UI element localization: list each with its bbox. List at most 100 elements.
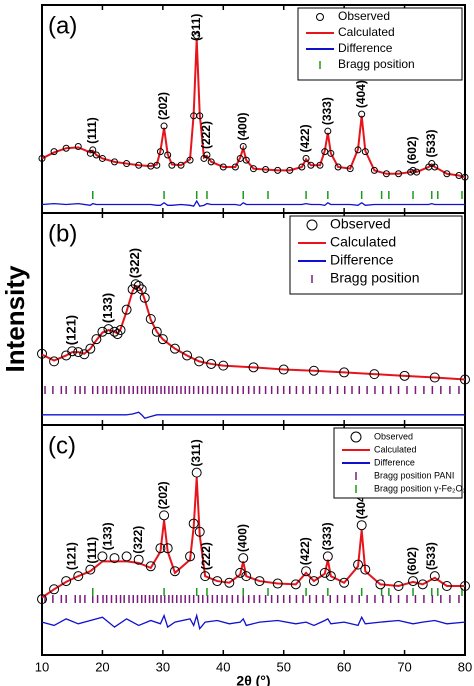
observed-point xyxy=(185,551,196,562)
observed-point xyxy=(200,571,211,582)
observed-point xyxy=(339,577,350,588)
observed-point xyxy=(169,566,180,577)
peak-label: (602) xyxy=(405,547,419,575)
observed-point xyxy=(151,326,162,337)
observed-point xyxy=(322,551,333,562)
observed-point xyxy=(319,567,330,578)
observed-point xyxy=(231,163,239,171)
x-tick-label: 60 xyxy=(337,659,351,674)
observed-point xyxy=(139,292,150,303)
peak-label: (322) xyxy=(131,526,145,554)
observed-point xyxy=(354,146,362,154)
observed-point xyxy=(162,543,173,554)
observed-point xyxy=(203,151,211,159)
observed-point xyxy=(239,143,247,151)
observed-point xyxy=(191,467,202,478)
observed-point xyxy=(194,356,205,367)
observed-point xyxy=(417,579,428,590)
legend-label: Calculated xyxy=(330,234,396,250)
observed-point xyxy=(133,554,144,565)
observed-point xyxy=(188,518,199,529)
peak-label: (333) xyxy=(320,97,334,125)
observed-point xyxy=(109,326,120,337)
observed-point xyxy=(50,148,58,156)
legend-symbol xyxy=(350,431,362,443)
peak-label: (111) xyxy=(85,117,99,144)
peak-label: (400) xyxy=(235,112,249,140)
panel-frame xyxy=(41,424,466,656)
peak-label: (222) xyxy=(199,121,213,149)
observed-point xyxy=(353,559,364,570)
observed-point xyxy=(358,110,366,118)
x-tick-label: 40 xyxy=(216,659,230,674)
observed-point xyxy=(135,161,143,169)
observed-point xyxy=(325,571,336,582)
legend-label: Difference xyxy=(374,457,415,467)
observed-point xyxy=(238,553,249,564)
observed-point xyxy=(89,146,97,154)
observed-point xyxy=(346,165,354,173)
observed-point xyxy=(74,143,82,151)
observed-point xyxy=(369,369,380,380)
panel-title: (b) xyxy=(48,220,77,247)
observed-point xyxy=(85,343,96,354)
legend-label: Observed xyxy=(330,216,391,232)
peak-label: (311) xyxy=(189,14,203,41)
observed-point xyxy=(361,148,369,156)
series-line xyxy=(42,411,465,419)
observed-point xyxy=(241,571,252,582)
observed-point xyxy=(356,520,367,531)
observed-point xyxy=(121,551,132,562)
observed-point xyxy=(399,370,410,381)
panel-title: (c) xyxy=(48,432,76,459)
observed-point xyxy=(186,156,194,164)
observed-point xyxy=(413,168,421,176)
observed-point xyxy=(97,551,108,562)
observed-point xyxy=(92,151,100,159)
peak-label: (202) xyxy=(156,92,170,120)
observed-point xyxy=(62,144,70,152)
observed-point xyxy=(38,154,46,162)
y-axis-label: Intensity xyxy=(0,265,30,372)
observed-point xyxy=(177,161,185,169)
peak-label: (400) xyxy=(235,524,249,552)
observed-point xyxy=(98,154,106,162)
observed-point xyxy=(130,279,141,290)
observed-point xyxy=(109,553,120,564)
series-line xyxy=(41,284,466,381)
observed-point xyxy=(159,510,170,521)
observed-point xyxy=(395,170,403,178)
peak-label: (121) xyxy=(64,542,78,570)
peak-label: (133) xyxy=(100,293,115,323)
peak-label: (133) xyxy=(101,522,115,550)
observed-point xyxy=(460,374,470,385)
peak-label: (422) xyxy=(298,537,312,565)
observed-point xyxy=(111,158,119,166)
x-tick-label: 10 xyxy=(35,659,49,674)
observed-point xyxy=(145,314,156,324)
observed-point xyxy=(218,360,229,371)
legend-label: Bragg position PANI xyxy=(374,470,454,480)
observed-point xyxy=(49,584,60,595)
observed-point xyxy=(194,526,205,537)
observed-point xyxy=(339,367,350,378)
observed-point xyxy=(207,158,215,166)
observed-point xyxy=(160,122,168,130)
legend-label: Bragg position γ-Fe₂O₃ xyxy=(374,483,467,493)
observed-point xyxy=(286,166,294,174)
observed-point xyxy=(324,127,332,135)
observed-point xyxy=(37,594,47,605)
observed-point xyxy=(164,151,172,159)
peak-label: (422) xyxy=(298,124,312,152)
peak-label: (333) xyxy=(320,522,334,550)
observed-point xyxy=(97,326,108,337)
observed-point xyxy=(461,173,469,181)
observed-point xyxy=(85,564,96,575)
observed-point xyxy=(272,578,283,589)
observed-point xyxy=(219,163,227,171)
observed-point xyxy=(133,280,144,291)
peak-label: (111) xyxy=(85,537,99,564)
legend-label: Difference xyxy=(338,41,393,55)
observed-point xyxy=(370,166,378,174)
